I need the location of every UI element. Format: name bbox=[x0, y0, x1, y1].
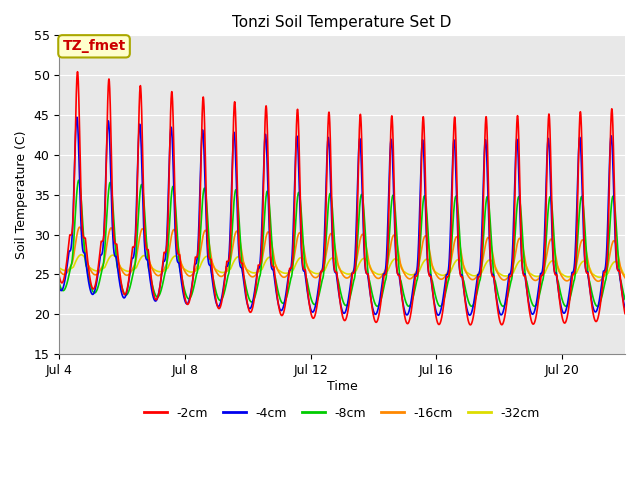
-4cm bbox=[73, 114, 81, 120]
-4cm bbox=[502, 299, 509, 305]
-16cm bbox=[56, 267, 63, 273]
-16cm bbox=[76, 224, 84, 230]
-32cm bbox=[621, 272, 629, 278]
-2cm bbox=[321, 235, 329, 241]
Y-axis label: Soil Temperature (C): Soil Temperature (C) bbox=[15, 131, 28, 259]
-16cm bbox=[621, 275, 629, 281]
X-axis label: Time: Time bbox=[327, 380, 358, 393]
-32cm bbox=[77, 252, 85, 258]
-32cm bbox=[438, 272, 445, 278]
-16cm bbox=[621, 274, 628, 280]
-4cm bbox=[621, 305, 629, 311]
Line: -4cm: -4cm bbox=[60, 117, 625, 315]
Line: -8cm: -8cm bbox=[60, 180, 625, 306]
-4cm bbox=[435, 312, 442, 318]
-32cm bbox=[56, 265, 63, 271]
-8cm bbox=[56, 280, 63, 286]
-4cm bbox=[56, 285, 63, 290]
-32cm bbox=[157, 269, 165, 275]
-4cm bbox=[321, 211, 329, 217]
-8cm bbox=[75, 177, 83, 183]
-16cm bbox=[157, 271, 165, 277]
-8cm bbox=[502, 301, 509, 307]
Title: Tonzi Soil Temperature Set D: Tonzi Soil Temperature Set D bbox=[232, 15, 452, 30]
-8cm bbox=[621, 295, 628, 300]
-32cm bbox=[621, 272, 628, 277]
-4cm bbox=[469, 303, 477, 309]
-16cm bbox=[469, 277, 477, 283]
-2cm bbox=[74, 69, 81, 74]
Text: TZ_fmet: TZ_fmet bbox=[63, 39, 125, 53]
Line: -2cm: -2cm bbox=[60, 72, 625, 325]
-32cm bbox=[501, 273, 509, 279]
-2cm bbox=[621, 308, 628, 314]
-32cm bbox=[596, 275, 604, 280]
-32cm bbox=[321, 266, 329, 272]
-2cm bbox=[467, 322, 474, 328]
-32cm bbox=[469, 273, 477, 278]
Line: -32cm: -32cm bbox=[60, 255, 625, 277]
Line: -16cm: -16cm bbox=[60, 227, 625, 281]
-4cm bbox=[438, 302, 445, 308]
-4cm bbox=[157, 276, 165, 282]
-8cm bbox=[157, 288, 165, 293]
-2cm bbox=[621, 311, 629, 316]
Legend: -2cm, -4cm, -8cm, -16cm, -32cm: -2cm, -4cm, -8cm, -16cm, -32cm bbox=[140, 402, 545, 425]
-16cm bbox=[321, 257, 329, 263]
-16cm bbox=[501, 277, 509, 283]
-4cm bbox=[621, 303, 628, 309]
-16cm bbox=[595, 278, 602, 284]
-16cm bbox=[438, 276, 445, 282]
-8cm bbox=[438, 302, 445, 308]
-8cm bbox=[621, 297, 629, 302]
-2cm bbox=[56, 273, 63, 279]
-2cm bbox=[157, 276, 165, 281]
-2cm bbox=[438, 314, 445, 320]
-8cm bbox=[499, 303, 507, 309]
-2cm bbox=[469, 314, 477, 320]
-2cm bbox=[502, 311, 509, 316]
-8cm bbox=[321, 252, 329, 257]
-8cm bbox=[469, 302, 477, 308]
